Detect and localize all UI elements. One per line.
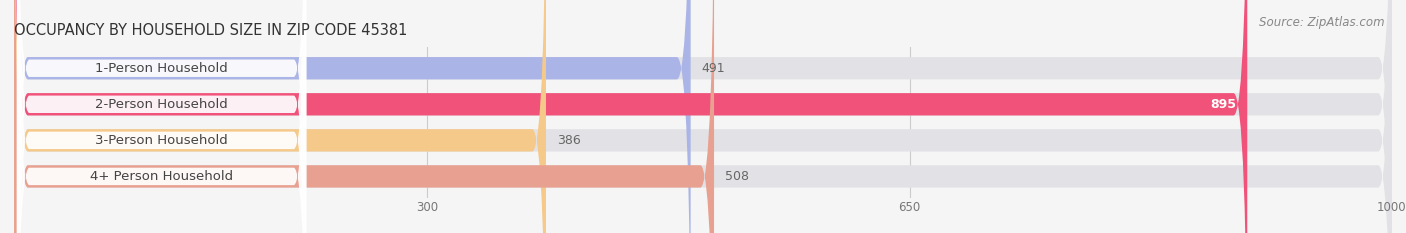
FancyBboxPatch shape: [14, 0, 1392, 233]
Text: 2-Person Household: 2-Person Household: [96, 98, 228, 111]
Text: 491: 491: [702, 62, 725, 75]
FancyBboxPatch shape: [14, 0, 1392, 233]
Text: 386: 386: [557, 134, 581, 147]
FancyBboxPatch shape: [14, 0, 1392, 233]
FancyBboxPatch shape: [17, 0, 307, 233]
Text: 1-Person Household: 1-Person Household: [96, 62, 228, 75]
FancyBboxPatch shape: [14, 0, 714, 233]
FancyBboxPatch shape: [14, 0, 690, 233]
Text: 3-Person Household: 3-Person Household: [96, 134, 228, 147]
FancyBboxPatch shape: [17, 0, 307, 233]
FancyBboxPatch shape: [17, 0, 307, 233]
Text: OCCUPANCY BY HOUSEHOLD SIZE IN ZIP CODE 45381: OCCUPANCY BY HOUSEHOLD SIZE IN ZIP CODE …: [14, 24, 408, 38]
Text: 895: 895: [1211, 98, 1236, 111]
FancyBboxPatch shape: [17, 0, 307, 233]
FancyBboxPatch shape: [14, 0, 546, 233]
Text: 508: 508: [725, 170, 749, 183]
FancyBboxPatch shape: [14, 0, 1392, 233]
Text: 4+ Person Household: 4+ Person Household: [90, 170, 233, 183]
FancyBboxPatch shape: [14, 0, 1247, 233]
Text: Source: ZipAtlas.com: Source: ZipAtlas.com: [1260, 16, 1385, 29]
